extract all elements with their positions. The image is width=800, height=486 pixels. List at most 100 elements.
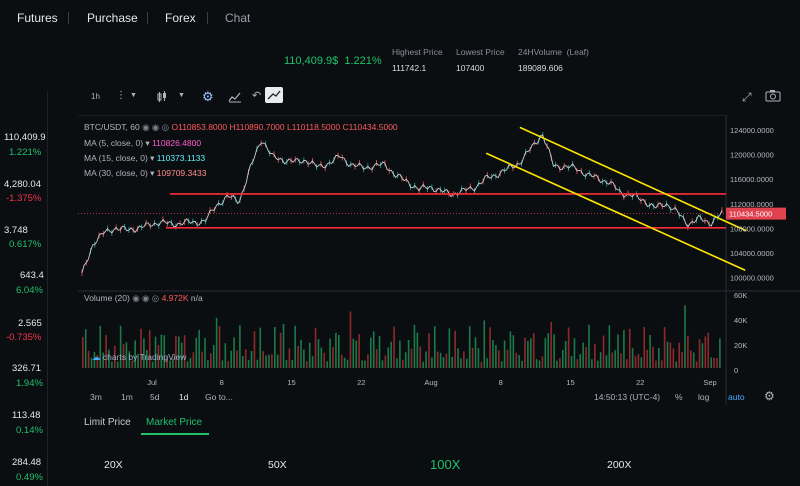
ma-value: 109709.3433 — [156, 168, 207, 178]
indicators-icon[interactable] — [228, 90, 242, 108]
volume-bar — [535, 359, 538, 368]
auto-toggle[interactable]: auto — [728, 392, 745, 402]
volume-bar — [396, 358, 398, 368]
high-price-value: 111742.1 — [392, 63, 427, 73]
volume-bar — [390, 341, 392, 368]
candlestick-icon[interactable] — [156, 90, 168, 108]
price-series — [81, 132, 723, 276]
tab-market-price[interactable]: Market Price — [146, 417, 203, 428]
range-1d[interactable]: 1d — [179, 392, 189, 402]
volume-bar — [335, 332, 337, 368]
high-price-label: Highest Price — [392, 47, 443, 57]
volume-bar — [564, 341, 567, 368]
ma-legend-30: MA (30, close, 0) ▾ 109709.3433 — [84, 168, 207, 178]
top-nav: Futures Purchase Forex Chat — [0, 0, 800, 36]
volume-bar — [134, 340, 136, 368]
gear-icon[interactable]: ⚙ — [764, 389, 775, 403]
volume-bar — [215, 317, 218, 368]
interval-selector[interactable]: 1h — [91, 92, 100, 101]
volume-bar — [239, 325, 241, 368]
volume-bar — [579, 354, 582, 368]
tab-limit-price[interactable]: Limit Price — [84, 417, 131, 428]
volume-bar — [346, 359, 349, 368]
market-price: 2.565 — [18, 318, 42, 329]
volume-bar — [186, 361, 189, 368]
camera-icon[interactable] — [765, 89, 781, 107]
undo-icon[interactable]: ↶ — [252, 90, 262, 102]
nav-purchase[interactable]: Purchase — [87, 11, 138, 25]
clock-readout[interactable]: 14:50:13 (UTC-4) — [594, 392, 661, 402]
volume-bar — [212, 344, 215, 368]
more-vertical-icon[interactable]: ⋮ — [116, 90, 126, 101]
market-change: -1.375% — [6, 193, 42, 204]
goto-button[interactable]: Go to... — [205, 392, 233, 402]
volume-value: 4.972K — [161, 293, 189, 303]
volume-bar — [521, 360, 523, 368]
volume-bar — [503, 340, 506, 368]
volume-bar — [576, 359, 579, 368]
tradingview-watermark[interactable]: ☁ charts by TradingView — [92, 352, 186, 363]
market-change: 0.14% — [16, 425, 43, 436]
market-change: 0.617% — [9, 239, 42, 250]
volume-tick-label: 60K — [734, 291, 747, 300]
leverage-100x[interactable]: 100X — [430, 457, 461, 472]
ticker-price-value: 110,409.9$ — [284, 55, 339, 67]
percent-toggle[interactable]: % — [675, 392, 683, 402]
volume-bar — [532, 333, 535, 368]
market-price: 4,280.04 — [4, 179, 41, 190]
volume-bar — [690, 350, 692, 368]
market-change: 1.221% — [9, 147, 42, 158]
nav-chat[interactable]: Chat — [225, 11, 251, 25]
volume-bar — [108, 349, 110, 368]
volume-bar — [602, 335, 605, 368]
volume-bar — [378, 336, 381, 368]
nav-divider — [68, 12, 69, 24]
range-5d[interactable]: 5d — [150, 392, 160, 402]
market-change: 1.94% — [16, 378, 43, 389]
volume-bar — [655, 360, 657, 368]
price-axis[interactable]: 124000.0000 120000.0000 116000.0000 112000.… — [726, 126, 786, 375]
nav-futures[interactable]: Futures — [17, 11, 58, 25]
trend-icon[interactable] — [265, 87, 283, 103]
log-toggle[interactable]: log — [698, 392, 710, 402]
volume-bar — [471, 347, 474, 368]
volume-bar — [445, 353, 448, 368]
volume-bar — [515, 352, 518, 368]
volume-bar — [172, 358, 174, 368]
chevron-down-icon[interactable]: ▼ — [178, 92, 185, 99]
volume-bar — [262, 351, 264, 368]
volume-bar — [431, 357, 433, 368]
range-3m[interactable]: 3m — [90, 392, 102, 402]
ticker-price: 110,409.9$ 1.221% — [284, 55, 382, 67]
range-1m[interactable]: 1m — [121, 392, 133, 402]
volume-bar — [620, 353, 622, 368]
leverage-20x[interactable]: 20X — [104, 459, 123, 471]
nav-forex[interactable]: Forex — [165, 11, 196, 25]
price-tick-label: 108000.0000 — [730, 224, 774, 233]
volume-bar — [666, 341, 669, 368]
volume-bar — [556, 360, 558, 368]
ma-legend-15: MA (15, close, 0) ▾ 110373.1133 — [84, 153, 206, 163]
last-price-label: 110434.5000 — [729, 210, 772, 219]
volume-bar — [695, 361, 698, 368]
chevron-down-icon[interactable]: ▼ — [130, 92, 137, 99]
volume-bar — [140, 328, 142, 368]
volume-bar — [282, 323, 285, 368]
volume-bar — [483, 320, 486, 368]
volume-bar — [87, 350, 90, 368]
time-axis[interactable]: Jul 8 15 22 Aug 8 15 22 Sep — [147, 378, 716, 387]
price-chart[interactable]: 124000.0000 120000.0000 116000.0000 112000.… — [78, 115, 800, 405]
market-change: -0.735% — [6, 332, 42, 343]
fullscreen-icon[interactable]: ⤢ — [742, 90, 752, 104]
volume-bar — [611, 352, 614, 368]
leverage-200x[interactable]: 200X — [607, 459, 632, 471]
gear-icon[interactable]: ⚙ — [202, 89, 214, 104]
leverage-50x[interactable]: 50X — [268, 459, 287, 471]
volume-bar — [271, 354, 273, 368]
volume-bar — [562, 349, 564, 368]
watermark-text: charts by TradingView — [102, 352, 187, 362]
volume-bar — [340, 354, 343, 368]
volume-bar — [457, 348, 459, 368]
volume-bar — [541, 356, 544, 368]
volume-bar — [146, 349, 148, 368]
